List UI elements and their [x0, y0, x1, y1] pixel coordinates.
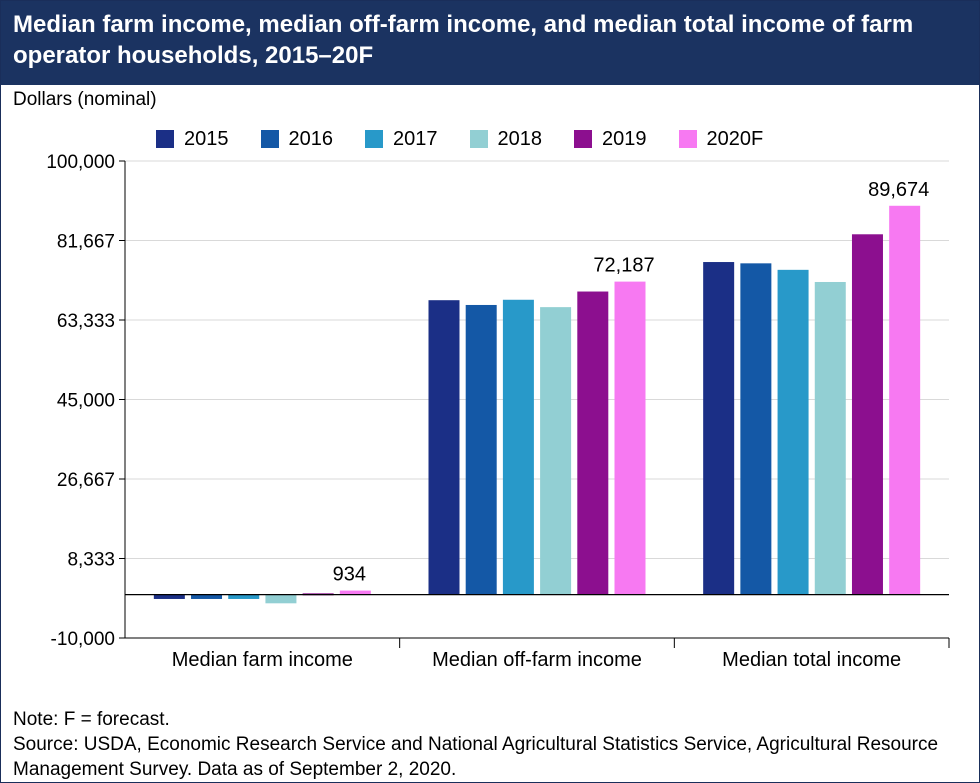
chart-source: Source: USDA, Economic Research Service …	[13, 734, 939, 780]
legend-item-2015: 2015	[156, 128, 229, 151]
legend-label: 2015	[184, 127, 229, 150]
legend-swatch	[469, 130, 488, 148]
legend-item-2020f: 2020F	[678, 127, 764, 151]
bar-2017-2	[777, 269, 809, 595]
bar-2020f-1	[614, 281, 646, 595]
bar-2018-2	[814, 281, 846, 595]
bar-2016-1	[465, 304, 497, 595]
legend-label: 2020F	[706, 127, 764, 150]
legend-label: 2016	[288, 127, 334, 150]
legend: 2015 2016 2017 2018 2019 2020F	[156, 125, 763, 153]
legend-swatch	[156, 130, 174, 148]
legend-label: 2019	[602, 127, 647, 150]
legend-label: 2017	[393, 127, 438, 150]
y-tick-label: 63,333	[57, 311, 115, 332]
data-label: 72,187	[593, 255, 654, 277]
bar-2017-0	[228, 594, 260, 599]
bar-2016-2	[740, 263, 772, 595]
legend-item-2019: 2019	[574, 128, 647, 151]
y-axis-units-label: Dollars (nominal)	[13, 89, 157, 110]
bar-2016-0	[191, 594, 223, 599]
bar-2020f-0	[339, 590, 371, 595]
bar-2018-1	[540, 307, 572, 595]
legend-item-2016: 2016	[260, 127, 334, 151]
legend-swatch	[260, 130, 279, 148]
bar-2020f-2	[889, 205, 921, 595]
legend-swatch	[678, 130, 697, 148]
y-tick-label: 26,667	[57, 470, 115, 491]
legend-swatch	[574, 130, 592, 148]
legend-swatch	[365, 130, 383, 148]
bar-2018-0	[265, 594, 297, 604]
bar-2015-2	[703, 262, 735, 595]
bar-2015-1	[428, 300, 460, 595]
x-category-label: Median off-farm income	[432, 649, 642, 671]
data-label: 934	[333, 564, 366, 586]
bar-2019-2	[851, 234, 883, 595]
bar-2017-1	[502, 299, 534, 595]
y-tick-label: 8,333	[67, 550, 115, 571]
bar-2015-0	[153, 594, 185, 599]
x-category-label: Median total income	[722, 649, 901, 671]
y-tick-label: -10,000	[51, 629, 115, 650]
y-tick-label: 100,000	[46, 152, 115, 173]
data-label: 89,674	[868, 179, 929, 201]
chart-note: Note: F = forecast.	[13, 709, 170, 730]
chart-title: Median farm income, median off-farm inco…	[13, 11, 914, 69]
legend-label: 2018	[497, 127, 543, 150]
legend-item-2018: 2018	[469, 127, 543, 151]
bar-chart: -10,000 8,333 26,667 45,000 63,333 81,667 100,…	[46, 152, 950, 671]
x-category-label: Median farm income	[172, 649, 353, 671]
legend-item-2017: 2017	[365, 128, 438, 151]
bar-2019-1	[577, 291, 609, 595]
y-tick-label: 45,000	[57, 391, 115, 412]
title-bar: Median farm income, median off-farm inco…	[1, 1, 979, 85]
y-tick-label: 81,667	[57, 231, 115, 252]
